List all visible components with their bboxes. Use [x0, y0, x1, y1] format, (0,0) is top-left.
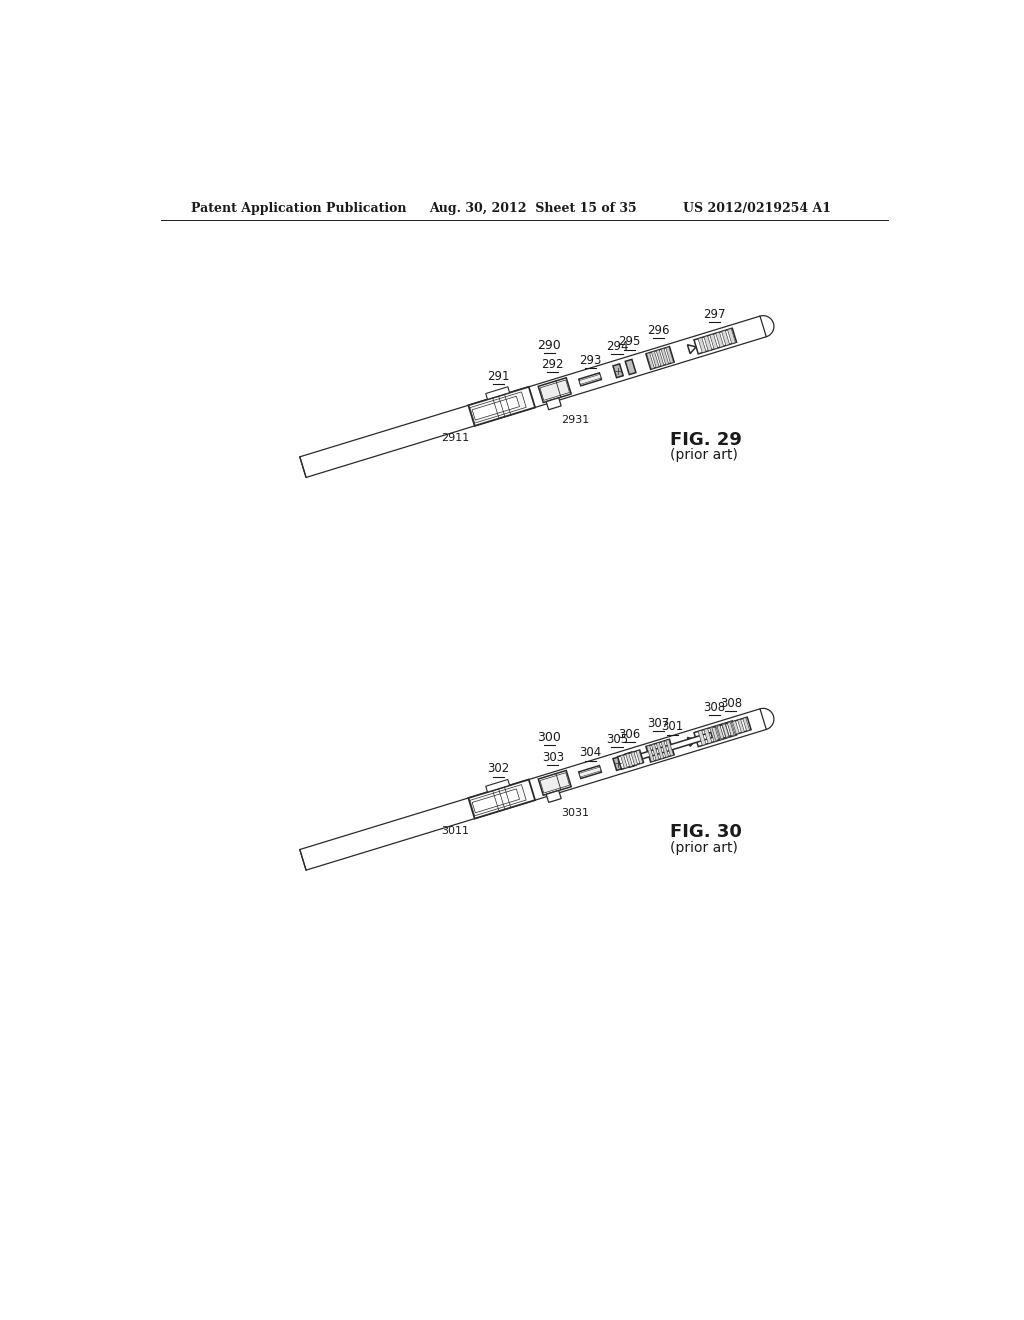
Text: Aug. 30, 2012  Sheet 15 of 35: Aug. 30, 2012 Sheet 15 of 35: [429, 202, 637, 215]
Text: 2931: 2931: [561, 414, 590, 425]
Polygon shape: [651, 744, 659, 760]
Text: FIG. 29: FIG. 29: [671, 430, 742, 449]
Polygon shape: [722, 330, 729, 346]
Polygon shape: [485, 780, 510, 792]
Polygon shape: [698, 338, 706, 352]
Polygon shape: [540, 380, 569, 400]
Polygon shape: [687, 738, 696, 746]
Polygon shape: [631, 752, 638, 766]
Polygon shape: [710, 727, 718, 742]
Polygon shape: [712, 727, 719, 741]
Text: 290: 290: [538, 338, 561, 351]
Text: 307: 307: [647, 717, 670, 730]
Text: 308: 308: [703, 701, 725, 714]
Polygon shape: [666, 347, 674, 363]
Text: 306: 306: [618, 729, 641, 741]
Polygon shape: [703, 335, 712, 351]
Polygon shape: [727, 722, 734, 735]
Text: 304: 304: [580, 747, 601, 759]
Text: 301: 301: [660, 721, 683, 734]
Polygon shape: [539, 378, 571, 403]
Polygon shape: [703, 729, 712, 743]
Polygon shape: [694, 721, 736, 747]
Polygon shape: [698, 730, 706, 746]
Polygon shape: [662, 741, 669, 758]
Polygon shape: [300, 709, 766, 870]
Text: 2911: 2911: [441, 433, 469, 444]
Polygon shape: [694, 329, 736, 354]
Polygon shape: [300, 315, 766, 478]
Text: Patent Application Publication: Patent Application Publication: [190, 202, 407, 215]
Polygon shape: [646, 347, 674, 370]
Polygon shape: [727, 721, 735, 737]
Polygon shape: [742, 718, 750, 731]
Text: 300: 300: [538, 731, 561, 744]
Polygon shape: [737, 719, 744, 733]
Polygon shape: [666, 739, 674, 756]
Polygon shape: [637, 733, 713, 760]
Polygon shape: [626, 359, 636, 375]
Polygon shape: [539, 771, 571, 795]
Polygon shape: [636, 750, 643, 764]
Polygon shape: [716, 333, 724, 347]
Text: FIG. 30: FIG. 30: [671, 824, 742, 841]
Text: 296: 296: [647, 325, 670, 337]
Polygon shape: [546, 791, 561, 803]
Polygon shape: [716, 725, 724, 741]
Text: 303: 303: [542, 751, 564, 764]
Text: 295: 295: [618, 335, 641, 348]
Text: US 2012/0219254 A1: US 2012/0219254 A1: [683, 202, 831, 215]
Polygon shape: [470, 784, 526, 816]
Text: 291: 291: [487, 370, 510, 383]
Polygon shape: [613, 756, 624, 771]
Text: 297: 297: [702, 308, 725, 321]
Polygon shape: [546, 397, 561, 409]
Polygon shape: [626, 752, 636, 767]
Polygon shape: [613, 364, 624, 378]
Text: 3031: 3031: [561, 808, 589, 817]
Polygon shape: [540, 772, 569, 793]
Polygon shape: [472, 789, 519, 813]
Polygon shape: [470, 392, 526, 424]
Polygon shape: [732, 721, 739, 734]
Polygon shape: [468, 780, 536, 818]
Text: 302: 302: [487, 763, 510, 775]
Polygon shape: [656, 742, 664, 759]
Polygon shape: [646, 352, 654, 370]
Polygon shape: [656, 350, 664, 366]
Polygon shape: [712, 717, 751, 741]
Polygon shape: [646, 739, 674, 762]
Polygon shape: [651, 351, 659, 367]
Polygon shape: [485, 387, 510, 400]
Polygon shape: [626, 754, 633, 767]
Polygon shape: [710, 334, 718, 348]
Text: 3011: 3011: [441, 826, 469, 836]
Polygon shape: [621, 755, 628, 768]
Text: (prior art): (prior art): [671, 841, 738, 855]
Polygon shape: [468, 387, 536, 426]
Polygon shape: [472, 396, 519, 420]
Polygon shape: [687, 345, 696, 354]
Polygon shape: [646, 746, 654, 762]
Polygon shape: [579, 372, 601, 385]
Text: 308: 308: [720, 697, 741, 710]
Text: (prior art): (prior art): [671, 447, 738, 462]
Polygon shape: [722, 723, 729, 738]
Polygon shape: [579, 766, 601, 779]
Text: 294: 294: [606, 341, 628, 352]
Polygon shape: [662, 348, 669, 364]
Polygon shape: [617, 750, 643, 770]
Text: 292: 292: [542, 358, 564, 371]
Polygon shape: [580, 375, 601, 384]
Polygon shape: [717, 726, 724, 739]
Polygon shape: [580, 767, 601, 777]
Text: 305: 305: [606, 733, 628, 746]
Polygon shape: [727, 329, 735, 343]
Text: 293: 293: [580, 354, 601, 367]
Polygon shape: [722, 723, 729, 738]
